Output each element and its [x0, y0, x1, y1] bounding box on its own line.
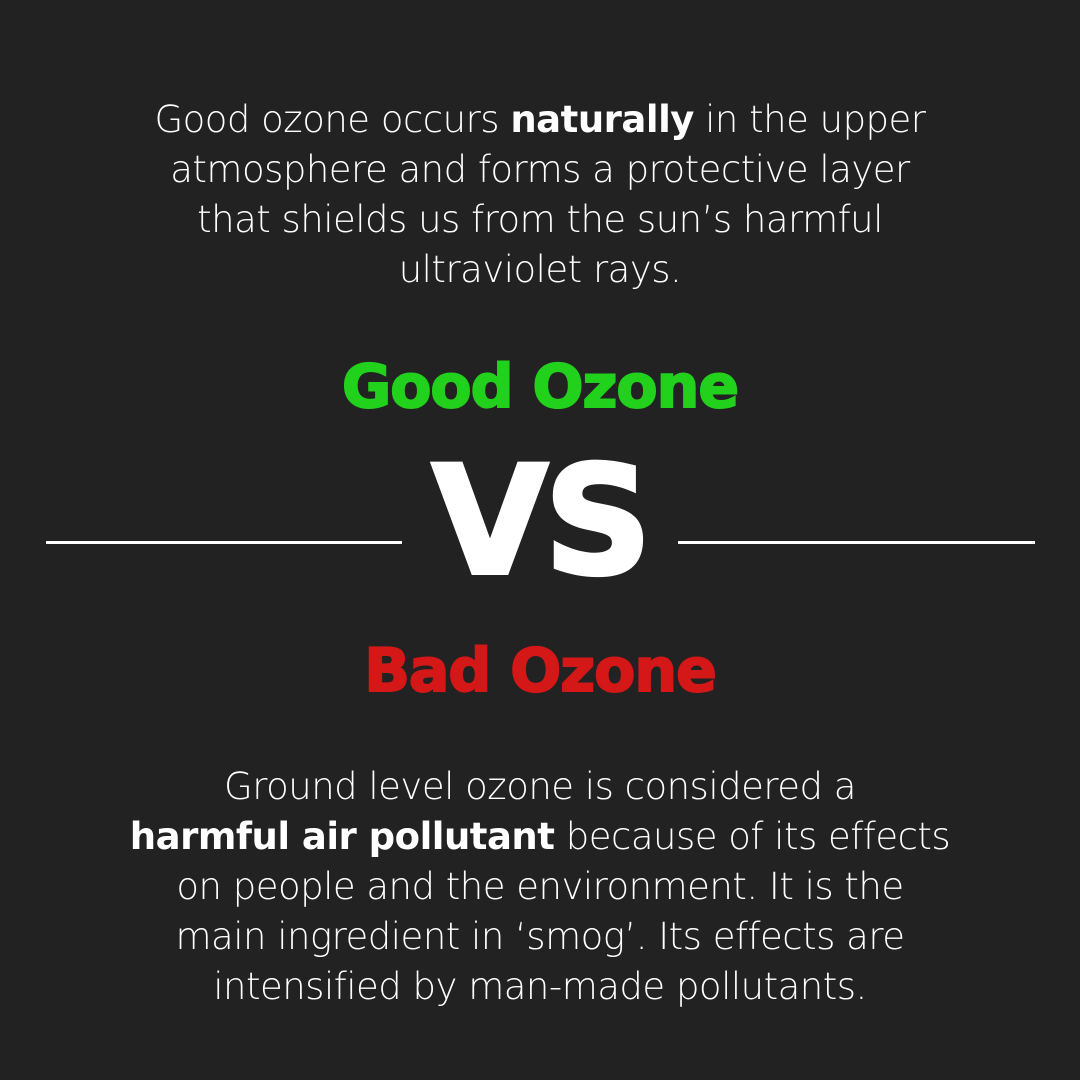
good-ozone-description: Good ozone occurs naturally in the upper…	[0, 95, 1080, 295]
text-segment: Good ozone occurs	[154, 98, 511, 141]
vs-label: VS	[430, 433, 654, 611]
text-line: intensified by man-made pollutants.	[213, 965, 867, 1008]
bad-ozone-heading: Bad Ozone	[363, 635, 718, 707]
bold-text: naturally	[510, 98, 694, 141]
text-line: harmful air pollutant because of its eff…	[0, 812, 1080, 862]
text-line: main ingredient in ‘smog’. Its effects a…	[175, 915, 905, 958]
text-segment: in the upper	[693, 98, 926, 141]
text-segment: because of its effects	[554, 815, 951, 858]
text-line: on people and the environment. It is the	[176, 865, 904, 908]
bad-ozone-description: Ground level ozone is considered a harmf…	[0, 762, 1080, 1012]
text-line: atmosphere and forms a protective layer	[170, 148, 910, 191]
text-line: Good ozone occurs naturally in the upper	[0, 95, 1080, 145]
bold-text: harmful air pollutant	[129, 815, 555, 858]
text-line: that shields us from the sun’s harmful	[197, 198, 883, 241]
divider-right	[678, 541, 1035, 544]
good-ozone-heading: Good Ozone	[341, 351, 740, 423]
text-line: Ground level ozone is considered a	[224, 765, 856, 808]
divider-left	[46, 541, 402, 544]
text-line: ultraviolet rays.	[398, 248, 682, 291]
